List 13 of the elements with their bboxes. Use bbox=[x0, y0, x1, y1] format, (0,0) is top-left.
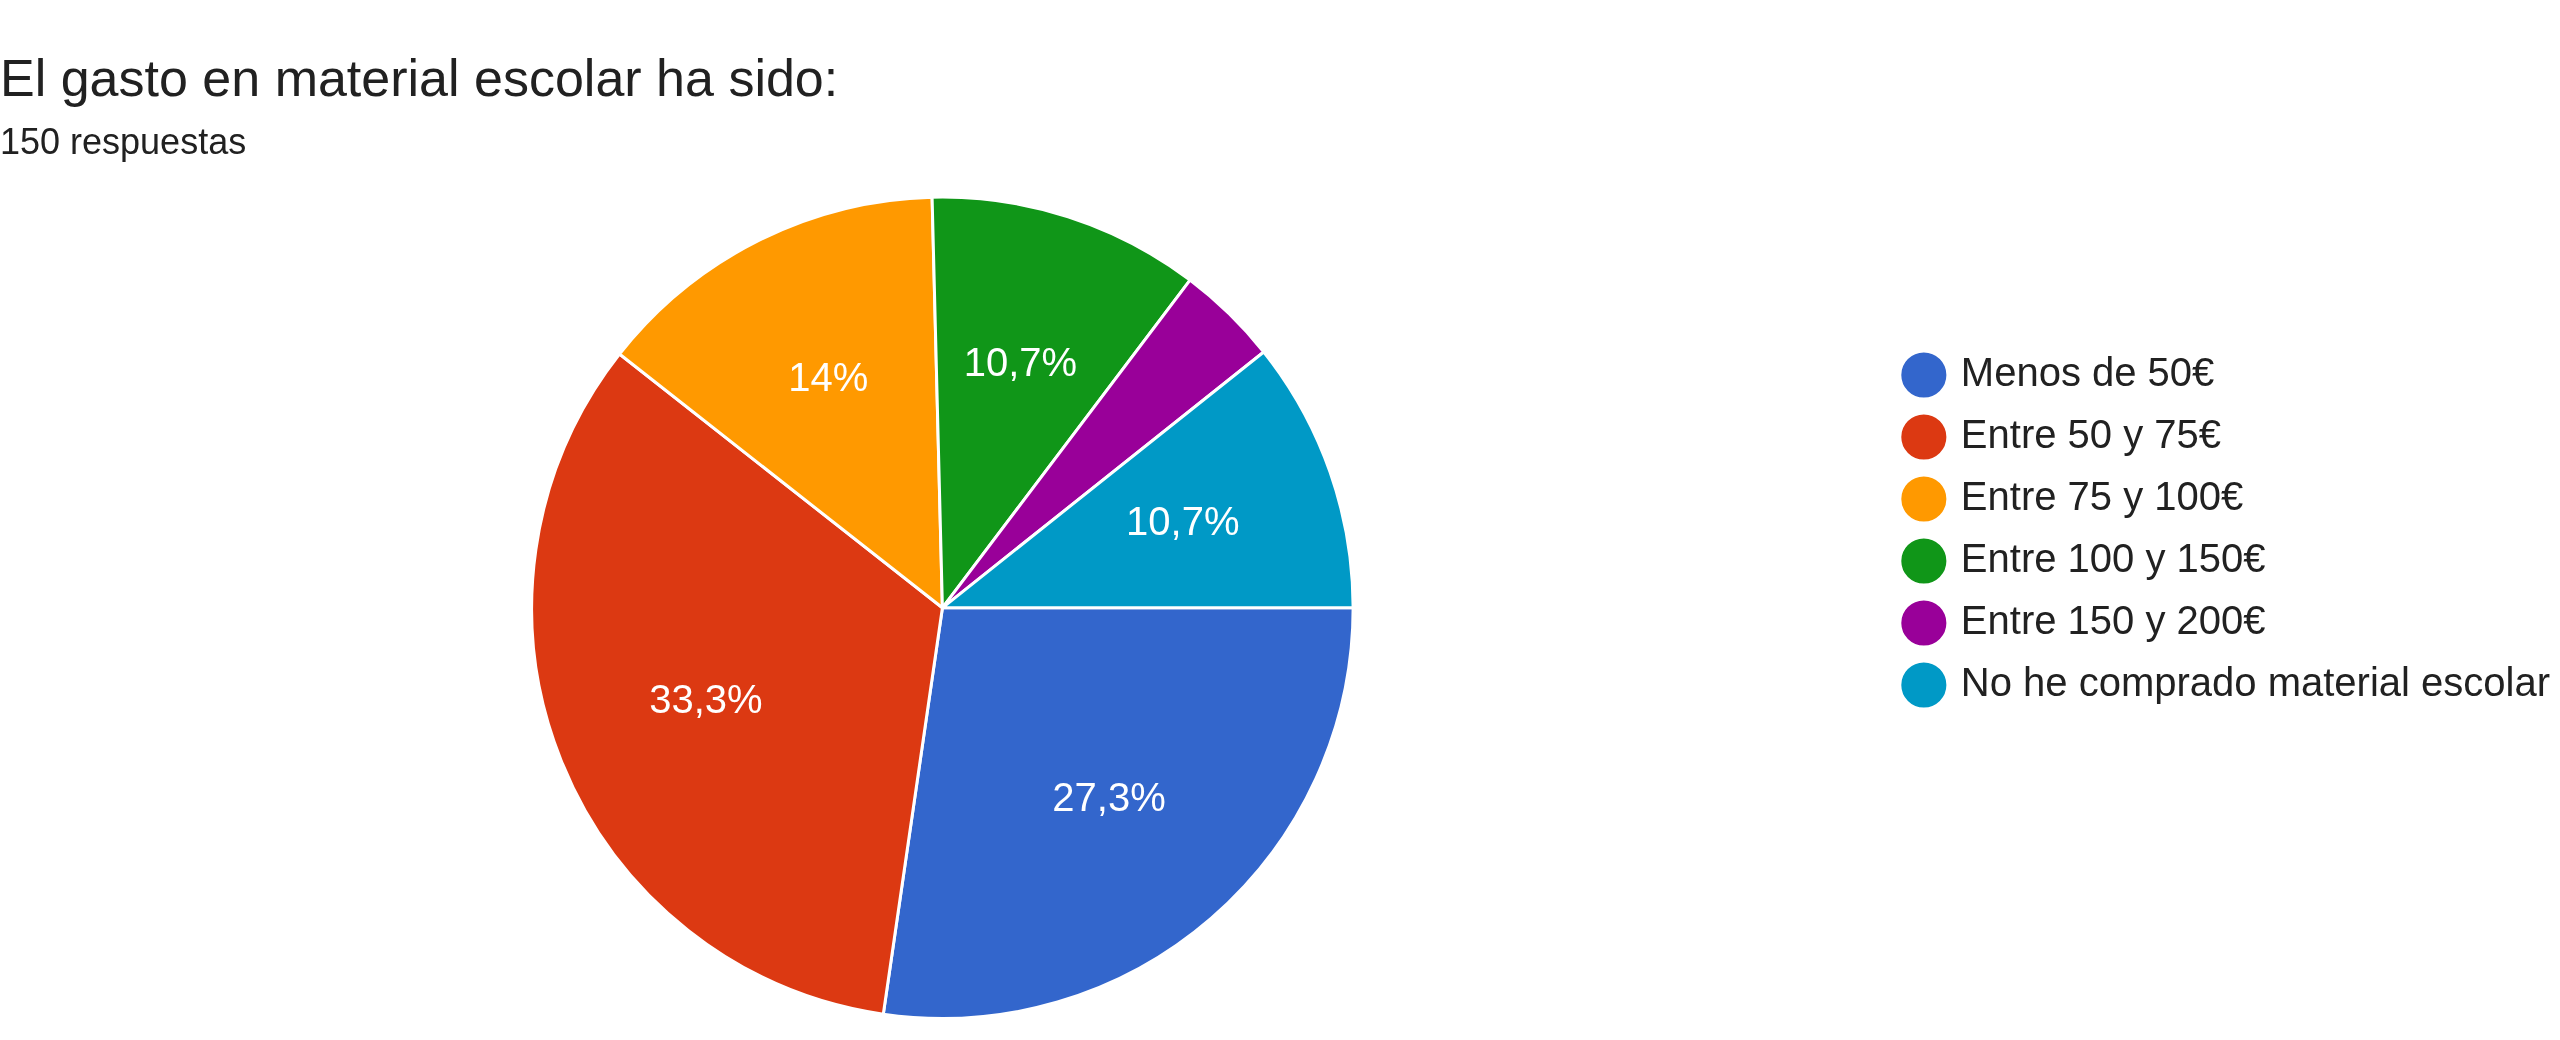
legend-label: Menos de 50€ bbox=[1960, 350, 2215, 395]
text: 150 respuestas bbox=[0, 120, 247, 162]
legend-label: Entre 150 y 200€ bbox=[1960, 598, 2266, 643]
data-label: 33,3% bbox=[649, 677, 763, 722]
legend-label: No he comprado material escolar bbox=[1960, 660, 2551, 705]
legend-label: Entre 100 y 150€ bbox=[1960, 536, 2266, 581]
legend-label: Entre 75 y 100€ bbox=[1960, 474, 2244, 519]
data-label: 10,7% bbox=[1126, 498, 1240, 543]
data-label: 10,7% bbox=[963, 340, 1078, 385]
data-label: 14% bbox=[788, 355, 869, 400]
legend-label: Entre 50 y 75€ bbox=[1960, 412, 2222, 457]
data-label: 27,3% bbox=[1052, 775, 1166, 820]
chart-title: El gasto en material escolar ha sido: bbox=[0, 48, 839, 107]
